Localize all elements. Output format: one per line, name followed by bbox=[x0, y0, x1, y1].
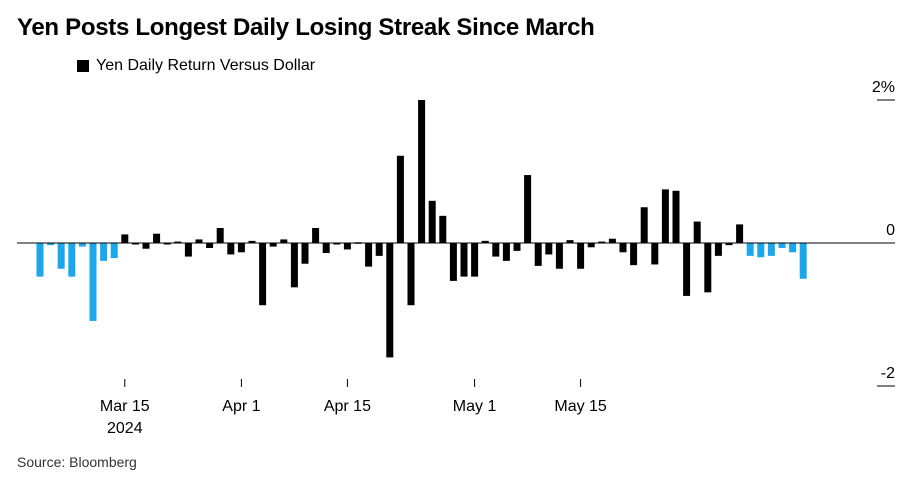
bar bbox=[386, 243, 394, 358]
x-tick-label: Mar 15 bbox=[100, 398, 150, 415]
bar bbox=[89, 243, 97, 321]
bar bbox=[725, 243, 733, 246]
bar bbox=[47, 243, 55, 246]
bar bbox=[661, 189, 669, 243]
bar bbox=[269, 243, 277, 247]
bar bbox=[184, 243, 192, 257]
bar bbox=[778, 243, 786, 249]
bar bbox=[524, 175, 532, 243]
bar bbox=[651, 243, 659, 265]
bar bbox=[195, 239, 203, 243]
bar bbox=[545, 243, 553, 255]
bar bbox=[365, 243, 373, 267]
bar bbox=[460, 243, 468, 277]
bar bbox=[449, 243, 457, 281]
x-tick-year-label: 2024 bbox=[107, 420, 143, 437]
bar bbox=[290, 243, 298, 288]
bar bbox=[428, 200, 436, 243]
bar bbox=[248, 240, 256, 243]
x-tick-label: May 1 bbox=[453, 398, 497, 415]
bar bbox=[704, 243, 712, 293]
bar bbox=[683, 243, 691, 296]
bar bbox=[736, 224, 744, 243]
bar bbox=[608, 238, 616, 243]
bar bbox=[301, 243, 309, 264]
bar bbox=[757, 243, 765, 258]
bar bbox=[312, 227, 320, 243]
bar bbox=[333, 243, 341, 245]
bar bbox=[131, 243, 139, 245]
bar bbox=[121, 234, 129, 243]
bar bbox=[587, 243, 595, 248]
bar bbox=[407, 243, 415, 306]
bar bbox=[375, 243, 383, 256]
legend-label: Yen Daily Return Versus Dollar bbox=[96, 57, 316, 74]
bar bbox=[481, 240, 489, 243]
bar bbox=[566, 240, 574, 243]
bar bbox=[714, 243, 722, 256]
bar bbox=[513, 243, 521, 251]
bar bbox=[206, 243, 214, 249]
bar bbox=[693, 221, 701, 243]
x-tick-label: May 15 bbox=[554, 398, 607, 415]
bar bbox=[789, 243, 797, 253]
bar bbox=[471, 243, 479, 277]
x-tick-label: Apr 1 bbox=[222, 398, 260, 415]
bar bbox=[163, 243, 171, 245]
bar bbox=[68, 243, 76, 277]
bar bbox=[799, 243, 807, 279]
bar bbox=[619, 243, 627, 253]
bar bbox=[259, 243, 267, 306]
bar bbox=[396, 155, 404, 243]
bar bbox=[630, 243, 638, 266]
bar bbox=[110, 243, 118, 259]
bar bbox=[227, 243, 235, 255]
bar bbox=[672, 190, 680, 243]
bar bbox=[439, 215, 447, 243]
bar bbox=[746, 243, 754, 256]
legend: Yen Daily Return Versus Dollar bbox=[77, 57, 315, 75]
bar bbox=[555, 243, 563, 269]
bar bbox=[343, 243, 351, 250]
x-tick-label: Apr 15 bbox=[324, 398, 371, 415]
bar bbox=[577, 243, 585, 269]
bar bbox=[492, 243, 500, 257]
bar bbox=[36, 243, 44, 277]
bar bbox=[322, 243, 330, 254]
y-tick-label: 2% bbox=[872, 79, 895, 96]
bar bbox=[598, 241, 606, 244]
bar bbox=[153, 233, 161, 243]
bar bbox=[534, 243, 542, 266]
bar bbox=[142, 243, 150, 249]
bar bbox=[174, 241, 182, 244]
bar bbox=[57, 243, 65, 269]
bar bbox=[280, 239, 288, 243]
y-tick-label: 0 bbox=[886, 222, 895, 239]
chart-title: Yen Posts Longest Daily Losing Streak Si… bbox=[17, 14, 595, 41]
bar bbox=[216, 227, 224, 243]
bar bbox=[237, 243, 245, 253]
bar bbox=[418, 100, 426, 243]
legend-swatch bbox=[77, 60, 89, 72]
bar bbox=[502, 243, 510, 261]
bar bbox=[767, 243, 775, 256]
bar bbox=[100, 243, 108, 261]
y-tick-label: -2 bbox=[881, 365, 895, 382]
source-note: Source: Bloomberg bbox=[17, 454, 137, 470]
bar bbox=[78, 243, 86, 247]
bar bbox=[640, 207, 648, 243]
